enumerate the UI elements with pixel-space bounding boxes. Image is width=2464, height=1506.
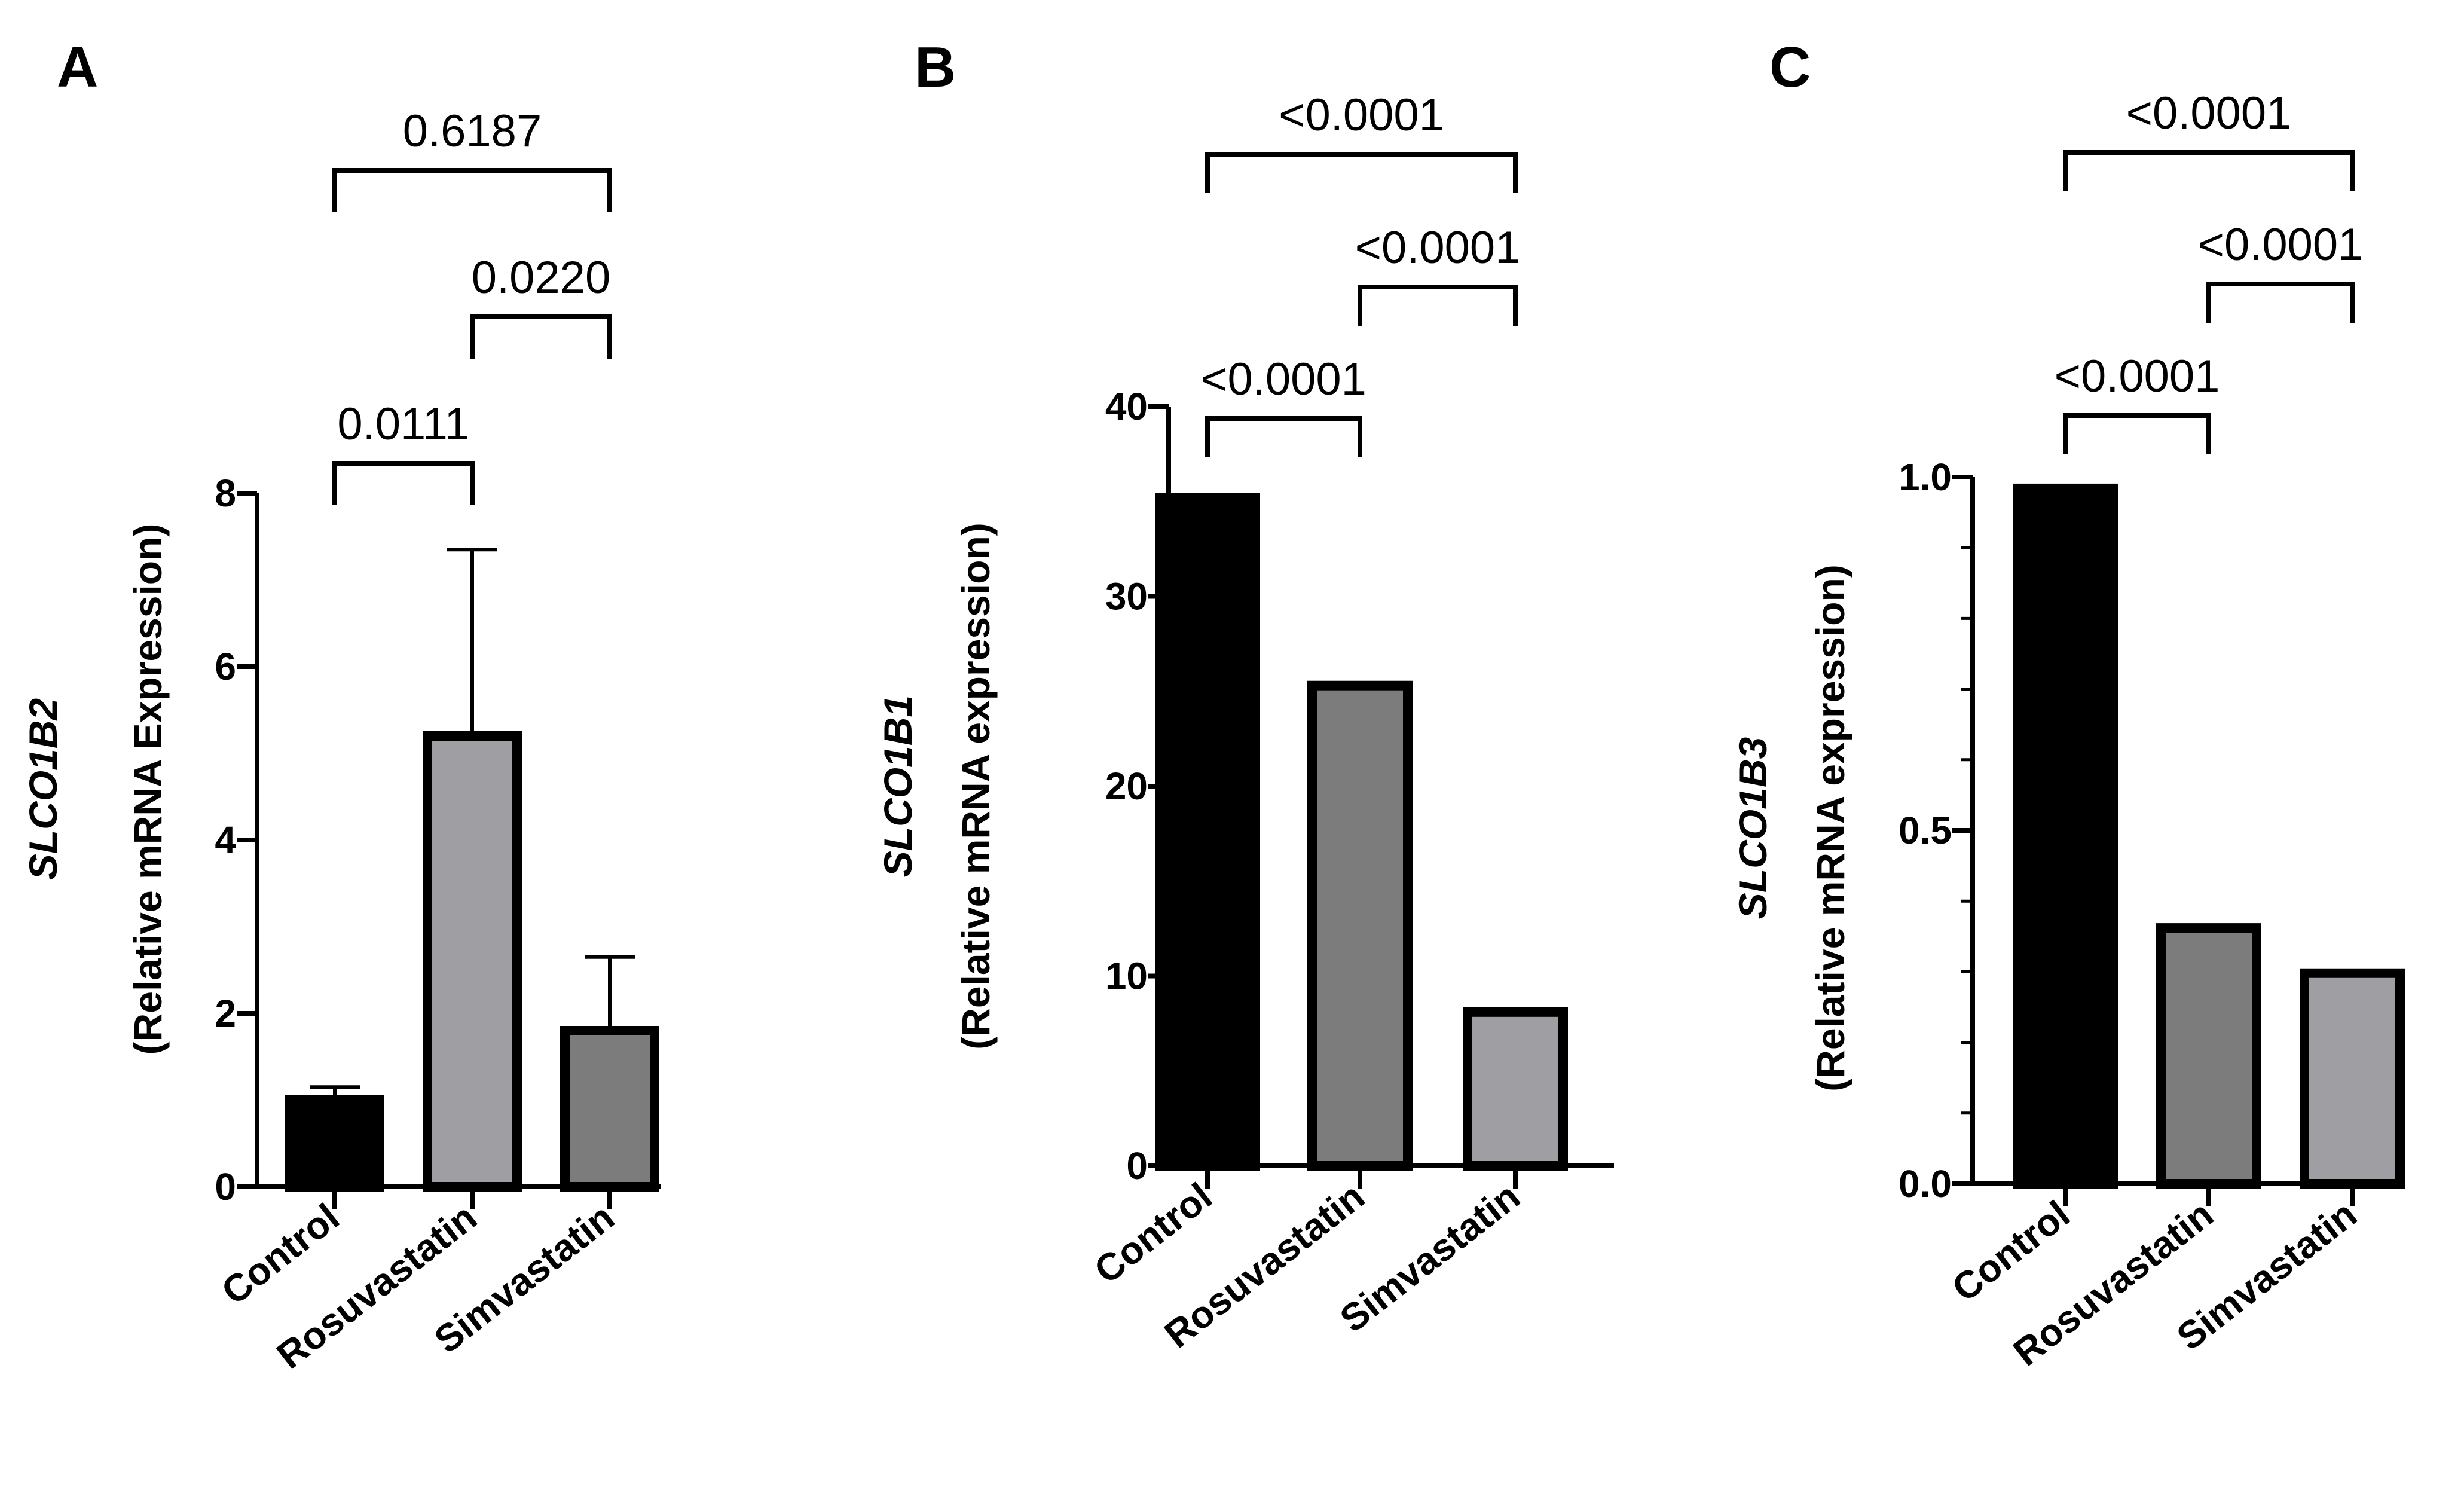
significance-bracket — [1205, 152, 1518, 193]
significance-bracket — [2206, 282, 2355, 323]
panel-c: C0.00.51.0ControlRosuvastatinSimvastatin… — [1731, 35, 2405, 1374]
panel-letter: C — [1769, 35, 1811, 99]
panel-letter: B — [915, 35, 956, 99]
y-tick-label: 30 — [1105, 575, 1148, 618]
x-tick-label: Control — [213, 1195, 347, 1313]
significance-label: <0.0001 — [1201, 354, 1366, 405]
bar-simvastatin — [2300, 968, 2405, 1189]
significance-label: <0.0001 — [2055, 351, 2220, 402]
y-axis-title: (Relative mRNA Expression) — [126, 524, 170, 1055]
bar-simvastatin — [560, 1026, 659, 1192]
significance-label: 0.0111 — [337, 399, 469, 450]
significance-label: <0.0001 — [1279, 90, 1444, 140]
x-tick-label: Control — [1086, 1174, 1220, 1292]
significance-label: <0.0001 — [2198, 219, 2364, 270]
y-axis-title: (Relative mRNA expression) — [1808, 564, 1852, 1092]
significance-bracket — [2063, 413, 2211, 454]
bar-rosuvastatin — [423, 731, 522, 1192]
significance-label: <0.0001 — [1355, 222, 1521, 273]
bar-rosuvastatin — [2156, 923, 2261, 1189]
significance-bracket — [332, 168, 612, 212]
significance-bracket — [1205, 416, 1362, 457]
bar-rosuvastatin — [1307, 680, 1413, 1171]
y-tick-label: 0 — [215, 1165, 236, 1208]
y-tick-label: 6 — [215, 645, 236, 688]
y-axis-title-gene: SLCO1B3 — [1731, 737, 1775, 919]
y-axis-title-gene: SLCO1B1 — [876, 695, 920, 877]
y-tick-label: 4 — [215, 818, 236, 862]
bar-simvastatin — [1463, 1007, 1568, 1171]
y-tick-label: 0 — [1126, 1144, 1148, 1187]
significance-bracket — [470, 314, 612, 359]
x-tick-label: Control — [1944, 1192, 2078, 1310]
significance-label: 0.0220 — [472, 252, 610, 303]
y-tick-label: 20 — [1105, 765, 1148, 808]
bar-control — [285, 1095, 384, 1192]
significance-bracket — [332, 461, 475, 505]
panel-b: B010203040ControlRosuvastatinSimvastatin… — [876, 35, 1614, 1356]
bar-control — [1155, 493, 1260, 1171]
panel-a: A02468ControlRosuvastatinSimvastatinSLCO… — [21, 35, 661, 1377]
significance-label: <0.0001 — [2126, 88, 2292, 139]
significance-label: 0.6187 — [403, 106, 542, 157]
y-tick-label: 1.0 — [1899, 456, 1952, 499]
significance-bracket — [2063, 150, 2355, 191]
panel-letter: A — [57, 35, 98, 99]
y-tick-label: 10 — [1105, 955, 1148, 998]
bar-control — [2013, 483, 2118, 1189]
y-tick-label: 2 — [215, 992, 236, 1035]
y-tick-label: 40 — [1105, 385, 1148, 428]
y-axis-title-gene: SLCO1B2 — [21, 698, 65, 881]
y-tick-label: 0.5 — [1899, 809, 1952, 852]
y-tick-label: 0.0 — [1899, 1162, 1952, 1205]
significance-bracket — [1358, 285, 1518, 326]
y-axis-title: (Relative mRNA expression) — [953, 523, 998, 1050]
y-tick-label: 8 — [215, 472, 236, 515]
